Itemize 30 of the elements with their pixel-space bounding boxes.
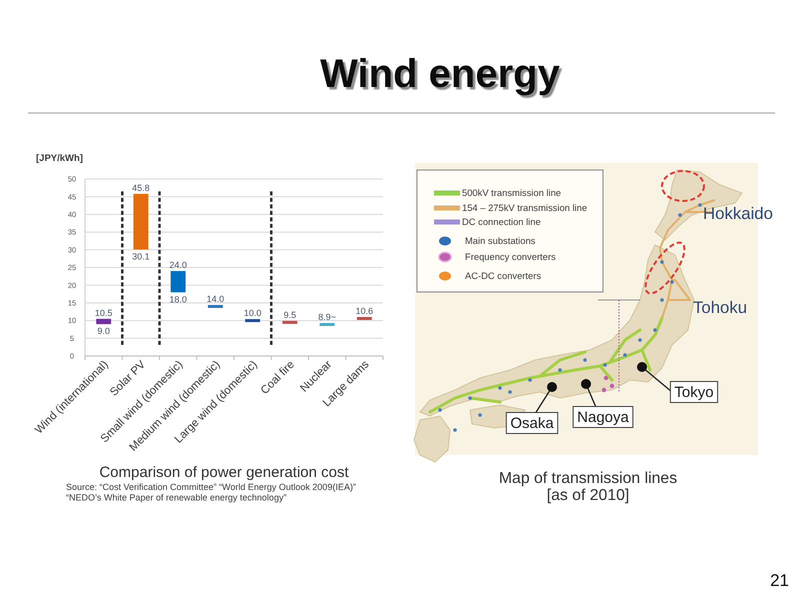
annotation: 45.8 <box>132 182 150 193</box>
text: Wind energy <box>320 52 561 96</box>
annotation: 18.0 <box>169 294 187 304</box>
text: AC-DC converters <box>465 270 542 281</box>
annotation: 10.0 <box>244 308 262 318</box>
text: DC connection line <box>462 216 541 227</box>
text: Main substations <box>465 235 536 246</box>
annotation: 14.0 <box>206 294 224 304</box>
text: Hokkaido <box>703 204 773 223</box>
annotation: 8.9~ <box>318 312 336 322</box>
annotation: 24.0 <box>169 260 187 270</box>
text: Nagoya <box>577 409 630 426</box>
text: 500kV transmission line <box>462 187 562 198</box>
source-note: Source: “Cost Verification Committee” “World Energy Outlook 2009(IEA)” <box>66 482 356 492</box>
annotation: 10.6 <box>356 306 374 316</box>
text: Map of transmission lines [as of 2010] <box>498 470 678 504</box>
text: Osaka <box>510 415 554 432</box>
text: 154 – 275kV transmission line <box>462 202 588 213</box>
y-axis-title: [JPY/kWh] <box>36 153 83 164</box>
text: Comparison of power generation cost <box>99 464 350 481</box>
annotation: 9.0 <box>97 326 110 336</box>
text: 21 <box>770 571 789 590</box>
text: Tohoku <box>693 298 748 317</box>
text: “NEDO’s White Paper of renewable energy technology” <box>66 492 286 502</box>
annotation: 9.5 <box>284 310 296 320</box>
text: Frequency converters <box>465 251 556 262</box>
bar <box>96 318 112 324</box>
annotation: 10.5 <box>94 308 112 318</box>
text: Tokyo <box>674 384 714 401</box>
annotation: 30.1 <box>132 251 150 262</box>
